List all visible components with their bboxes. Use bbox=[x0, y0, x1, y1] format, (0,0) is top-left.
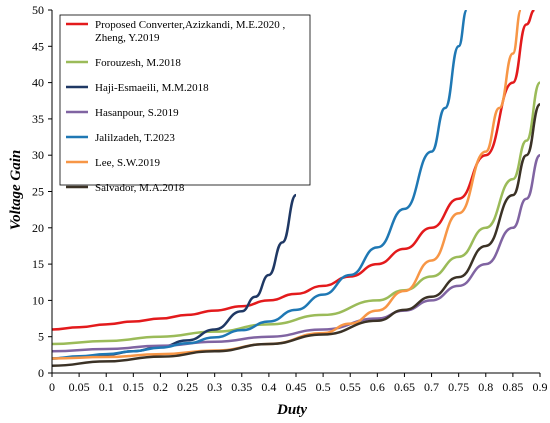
legend-label: Forouzesh, M.2018 bbox=[95, 57, 181, 69]
plot-lines bbox=[52, 10, 540, 367]
y-tick-label: 35 bbox=[32, 112, 44, 126]
x-tick-label: 0 bbox=[49, 380, 55, 394]
x-tick-label: 0.65 bbox=[394, 380, 415, 394]
x-tick-label: 0.6 bbox=[370, 380, 385, 394]
x-tick-label: 0.55 bbox=[340, 380, 361, 394]
x-tick-label: 0.1 bbox=[99, 380, 114, 394]
y-tick-label: 45 bbox=[32, 39, 44, 53]
y-tick-label: 40 bbox=[32, 76, 44, 90]
legend-label: Jalilzadeh, T.2023 bbox=[95, 132, 175, 144]
y-tick-label: 10 bbox=[32, 293, 44, 307]
x-tick-label: 0.3 bbox=[207, 380, 222, 394]
y-tick-label: 15 bbox=[32, 257, 44, 271]
y-tick-label: 20 bbox=[32, 221, 44, 235]
x-tick-label: 0.9 bbox=[533, 380, 548, 394]
legend-label: Haji-Esmaeili, M.M.2018 bbox=[95, 82, 209, 94]
series-line-6 bbox=[52, 10, 523, 360]
x-tick-label: 0.35 bbox=[231, 380, 252, 394]
x-tick-label: 0.05 bbox=[69, 380, 90, 394]
series-line-7 bbox=[52, 103, 540, 367]
x-tick-label: 0.85 bbox=[502, 380, 523, 394]
x-tick-label: 0.4 bbox=[261, 380, 276, 394]
legend-label: Lee, S.W.2019 bbox=[95, 157, 160, 169]
x-tick-label: 0.75 bbox=[448, 380, 469, 394]
x-tick-label: 0.15 bbox=[123, 380, 144, 394]
series-line-5 bbox=[52, 10, 469, 360]
x-tick-label: 0.5 bbox=[316, 380, 331, 394]
series-line-2 bbox=[52, 81, 540, 346]
ticks: 0 0.05 0.1 0.15 0.2 0.25 0.3 0.35 0.4 0.45 0.5 0.55… bbox=[32, 3, 548, 394]
y-tick-label: 5 bbox=[38, 330, 44, 344]
legend-box bbox=[59, 14, 311, 186]
x-axis-title: Duty bbox=[276, 402, 307, 418]
legend: Proposed Converter,Azizkandi, M.E.2020 ,… bbox=[59, 14, 311, 194]
x-tick-label: 0.8 bbox=[478, 380, 493, 394]
legend-label: Hasanpour, S.2019 bbox=[95, 107, 179, 119]
y-tick-label: 30 bbox=[32, 148, 44, 162]
legend-label: Salvador, M.A.2018 bbox=[95, 182, 185, 194]
series-line-3 bbox=[52, 193, 298, 360]
y-tick-label: 0 bbox=[38, 366, 44, 380]
x-tick-label: 0.25 bbox=[177, 380, 198, 394]
legend-label: Proposed Converter,Azizkandi, M.E.2020 ,… bbox=[95, 19, 285, 44]
y-tick-label: 25 bbox=[32, 185, 44, 199]
x-tick-label: 0.7 bbox=[424, 380, 439, 394]
x-tick-label: 0.2 bbox=[153, 380, 168, 394]
y-axis-title: Voltage Gain bbox=[8, 150, 24, 230]
x-tick-label: 0.45 bbox=[286, 380, 307, 394]
y-tick-label: 50 bbox=[32, 3, 44, 17]
series-line-1 bbox=[52, 10, 536, 331]
